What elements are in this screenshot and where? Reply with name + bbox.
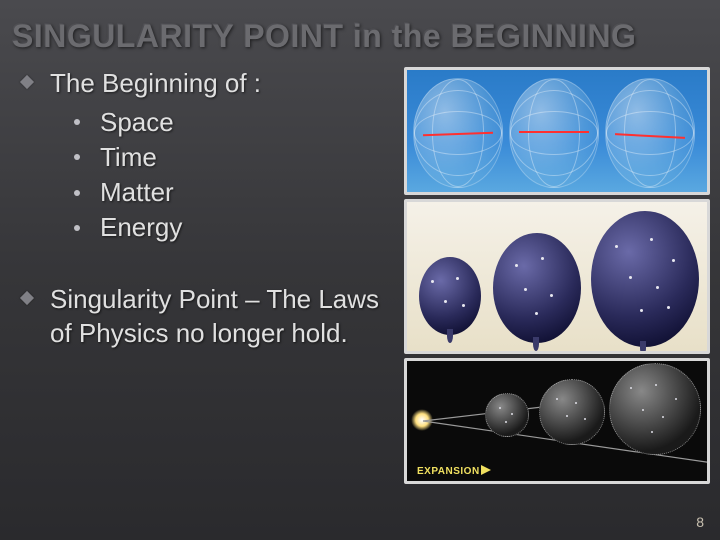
panel-curved-space (404, 67, 710, 195)
content-row: The Beginning of : Space Time Matter Ene… (0, 61, 720, 494)
bullet-l2: Matter (74, 175, 394, 210)
bullet-l2-text: Matter (100, 175, 174, 210)
panel-expanding-balloons (404, 199, 710, 354)
bullet-l1-text: Singularity Point – The Laws of Physics … (50, 283, 394, 351)
arrow-right-icon (481, 465, 491, 475)
bullet-l2-text: Energy (100, 210, 182, 245)
bullet-l2-text: Space (100, 105, 174, 140)
expansion-label: EXPANSION (417, 466, 480, 477)
dot-icon (74, 225, 80, 231)
bullet-l2-text: Time (100, 140, 157, 175)
bullet-l1: Singularity Point – The Laws of Physics … (22, 283, 394, 351)
bullet-l2: Energy (74, 210, 394, 245)
diamond-icon (20, 291, 34, 305)
bullet-block-1: The Beginning of : Space Time Matter Ene… (14, 67, 394, 245)
bullet-l1: The Beginning of : (22, 67, 394, 101)
text-column: The Beginning of : Space Time Matter Ene… (14, 67, 394, 484)
dot-icon (74, 154, 80, 160)
slide-title: SINGULARITY POINT in the BEGINNING (0, 0, 720, 61)
page-number: 8 (696, 514, 704, 530)
dot-icon (74, 190, 80, 196)
bullet-l2: Space (74, 105, 394, 140)
diamond-icon (20, 75, 34, 89)
dot-icon (74, 119, 80, 125)
bullet-block-2: Singularity Point – The Laws of Physics … (14, 283, 394, 351)
panel-expansion-diagram: EXPANSION (404, 358, 710, 484)
bullet-l2: Time (74, 140, 394, 175)
image-column: EXPANSION (404, 67, 710, 484)
bullet-l1-text: The Beginning of : (50, 67, 394, 101)
